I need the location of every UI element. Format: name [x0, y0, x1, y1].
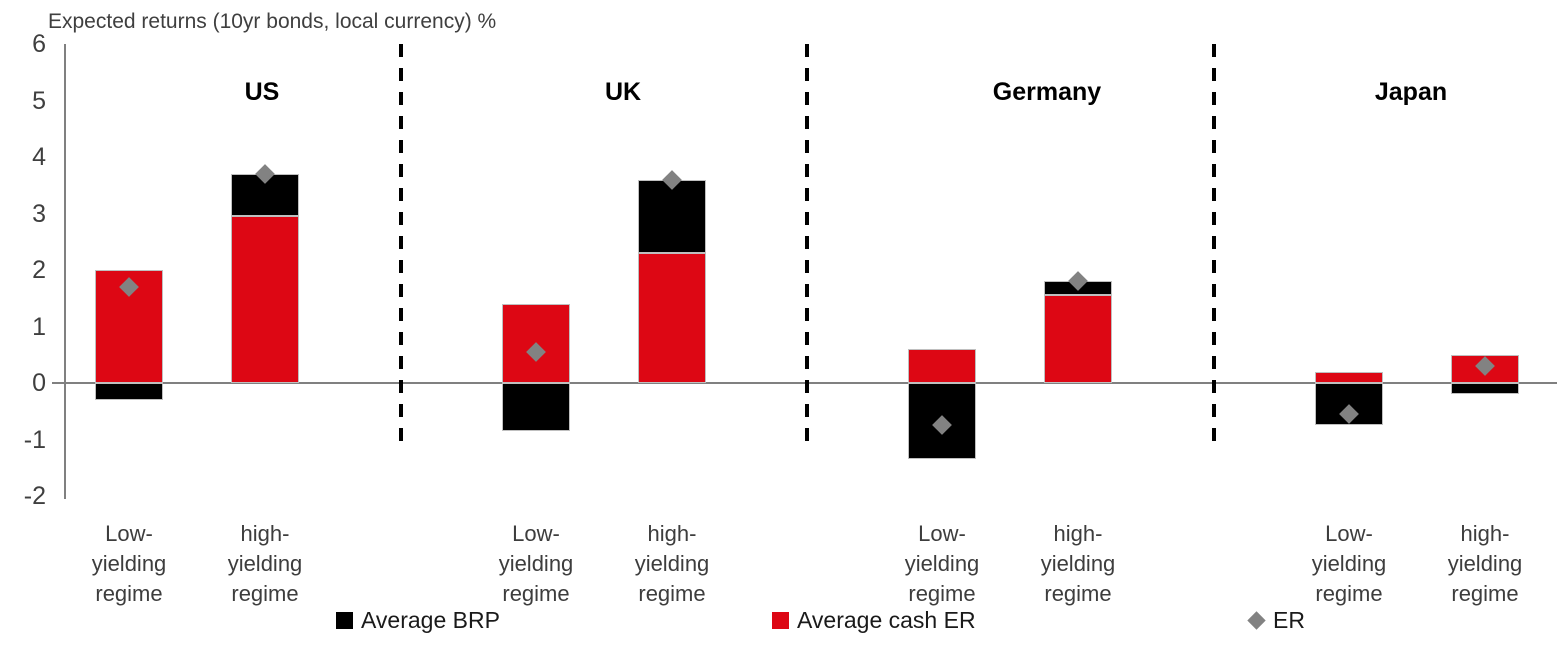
y-tick-label: -1 — [23, 425, 46, 454]
legend-square-swatch-icon — [336, 611, 353, 629]
category-label-line: yielding — [227, 551, 303, 576]
category-label-line: regime — [1451, 581, 1519, 606]
category-label: high-yielding regime — [180, 519, 350, 609]
bar-segment-average-cash-er — [638, 253, 706, 383]
bar-segment-average-brp — [1451, 383, 1519, 395]
category-label-line: Low- — [1325, 521, 1373, 546]
y-tick-label: 4 — [32, 143, 46, 171]
category-label-line: yielding — [91, 551, 167, 576]
category-label-line: yielding — [1040, 551, 1116, 576]
category-label-line: high- — [647, 521, 697, 546]
legend-item-average-cash-er: Average cash ER — [772, 606, 976, 634]
y-tick-label: 1 — [32, 312, 46, 341]
category-label-line: Low- — [918, 521, 966, 546]
y-tick-label: 2 — [32, 256, 46, 284]
legend-item-er: ER — [1247, 606, 1305, 634]
chart-title: Expected returns (10yr bonds, local curr… — [48, 10, 497, 33]
group-label-japan: Japan — [1374, 78, 1448, 106]
group-separator-dashed-line — [1211, 44, 1216, 442]
category-label: Low-yielding regime — [1264, 519, 1434, 609]
category-label-line: regime — [231, 581, 299, 606]
category-label-line: regime — [908, 581, 976, 606]
y-tick-label: 6 — [32, 30, 46, 58]
category-label: Low-yielding regime — [857, 519, 1027, 609]
y-tick-label: 0 — [32, 369, 46, 397]
bar-segment-average-cash-er — [231, 216, 299, 383]
bar-segment-average-brp — [502, 383, 570, 432]
category-label-line: high- — [1053, 521, 1103, 546]
group-label-uk: UK — [604, 78, 642, 106]
bar-segment-average-brp — [95, 383, 163, 400]
category-label: Low-yielding regime — [451, 519, 621, 609]
legend-label: ER — [1273, 606, 1305, 633]
category-label-line: regime — [1315, 581, 1383, 606]
y-tick-label: 5 — [32, 86, 46, 115]
category-label-line: Low- — [512, 521, 560, 546]
zero-gridline — [52, 382, 1557, 384]
category-label-line: high- — [1460, 521, 1510, 546]
group-label-us: US — [244, 78, 280, 106]
y-axis-line — [64, 44, 66, 499]
category-label-line: yielding — [634, 551, 710, 576]
category-label: high-yielding regime — [993, 519, 1163, 609]
bar-segment-average-cash-er — [1044, 295, 1112, 383]
legend-square-swatch-icon — [772, 611, 789, 629]
category-label: high-yielding regime — [1400, 519, 1557, 609]
category-label-line: yielding — [498, 551, 574, 576]
group-separator-dashed-line — [805, 44, 809, 442]
category-label-line: regime — [502, 581, 570, 606]
category-label-line: Low- — [105, 521, 153, 546]
category-label-line: yielding — [1311, 551, 1387, 576]
category-label: Low-yielding regime — [44, 519, 214, 609]
group-separator-dashed-line — [398, 44, 403, 442]
category-label-line: regime — [638, 581, 706, 606]
category-label-line: high- — [240, 521, 290, 546]
y-tick-label: 3 — [32, 199, 46, 228]
category-label-line: yielding — [904, 551, 980, 576]
legend-label: Average cash ER — [797, 606, 976, 633]
bar-segment-average-cash-er — [908, 349, 976, 383]
y-tick-label: -2 — [23, 482, 46, 510]
legend-item-average-brp: Average BRP — [336, 606, 500, 634]
legend-label: Average BRP — [361, 606, 500, 633]
group-label-germany: Germany — [992, 78, 1102, 106]
category-label-line: yielding — [1447, 551, 1523, 576]
bar-segment-average-brp — [638, 179, 706, 254]
bar-segment-average-cash-er — [1315, 371, 1383, 383]
category-label-line: regime — [1044, 581, 1112, 606]
legend-diamond-icon — [1247, 610, 1266, 630]
category-label: high-yielding regime — [587, 519, 757, 609]
category-label-line: regime — [95, 581, 163, 606]
